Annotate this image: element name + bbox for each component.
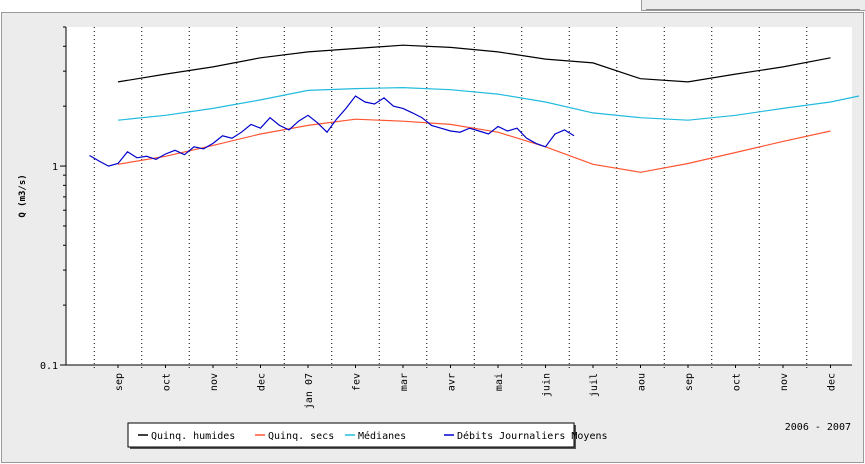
y-axis-title: Q (m3/s) <box>18 174 28 217</box>
period-label: 2006 - 2007 <box>785 422 851 433</box>
x-tick-label: dec <box>827 373 838 391</box>
legend-label: Quinq. secs <box>268 431 334 442</box>
secs-line <box>117 118 831 173</box>
y-tick-label: 0.1 <box>40 361 58 372</box>
series-group <box>89 44 860 173</box>
x-tick-label: oct <box>162 373 173 391</box>
medianes-line <box>117 86 860 121</box>
x-tick-label: jan 07 <box>304 373 315 409</box>
legend-label: Quinq. humides <box>151 431 235 442</box>
gridlines-group <box>93 27 808 371</box>
legend-group: Quinq. humides Quinq. secs Médianes Débits … <box>127 422 608 449</box>
x-tick-label: mai <box>494 373 505 391</box>
journaliers-line <box>89 95 575 167</box>
x-tick-label: dec <box>257 373 268 391</box>
x-tick-label: juil <box>589 373 600 397</box>
x-tick-label: oct <box>732 373 743 391</box>
labels-group: 1 0.1 Q (m3/s) sep oct nov dec jan 07 fev mar avr m… <box>18 162 851 433</box>
axes-group <box>60 26 852 368</box>
x-tick-label: aou <box>637 373 648 391</box>
x-tick-label: sep <box>114 373 125 391</box>
top-tab-underline <box>646 9 860 10</box>
x-tick-label: mar <box>399 373 410 391</box>
legend-label: Débits Journaliers Moyens <box>457 430 608 442</box>
plot-area <box>66 27 852 365</box>
x-tick-label: nov <box>779 373 790 391</box>
humides-line <box>117 44 831 83</box>
top-tab <box>641 0 865 11</box>
y-tick-label: 1 <box>52 162 58 173</box>
x-tick-label: sep <box>684 373 695 391</box>
legend-label: Médianes <box>358 430 406 442</box>
x-tick-label: avr <box>447 373 458 391</box>
x-tick-label: nov <box>209 373 220 391</box>
x-tick-label: juin <box>542 373 553 397</box>
plot-area-group <box>66 27 852 365</box>
x-tick-label: fev <box>352 373 363 391</box>
